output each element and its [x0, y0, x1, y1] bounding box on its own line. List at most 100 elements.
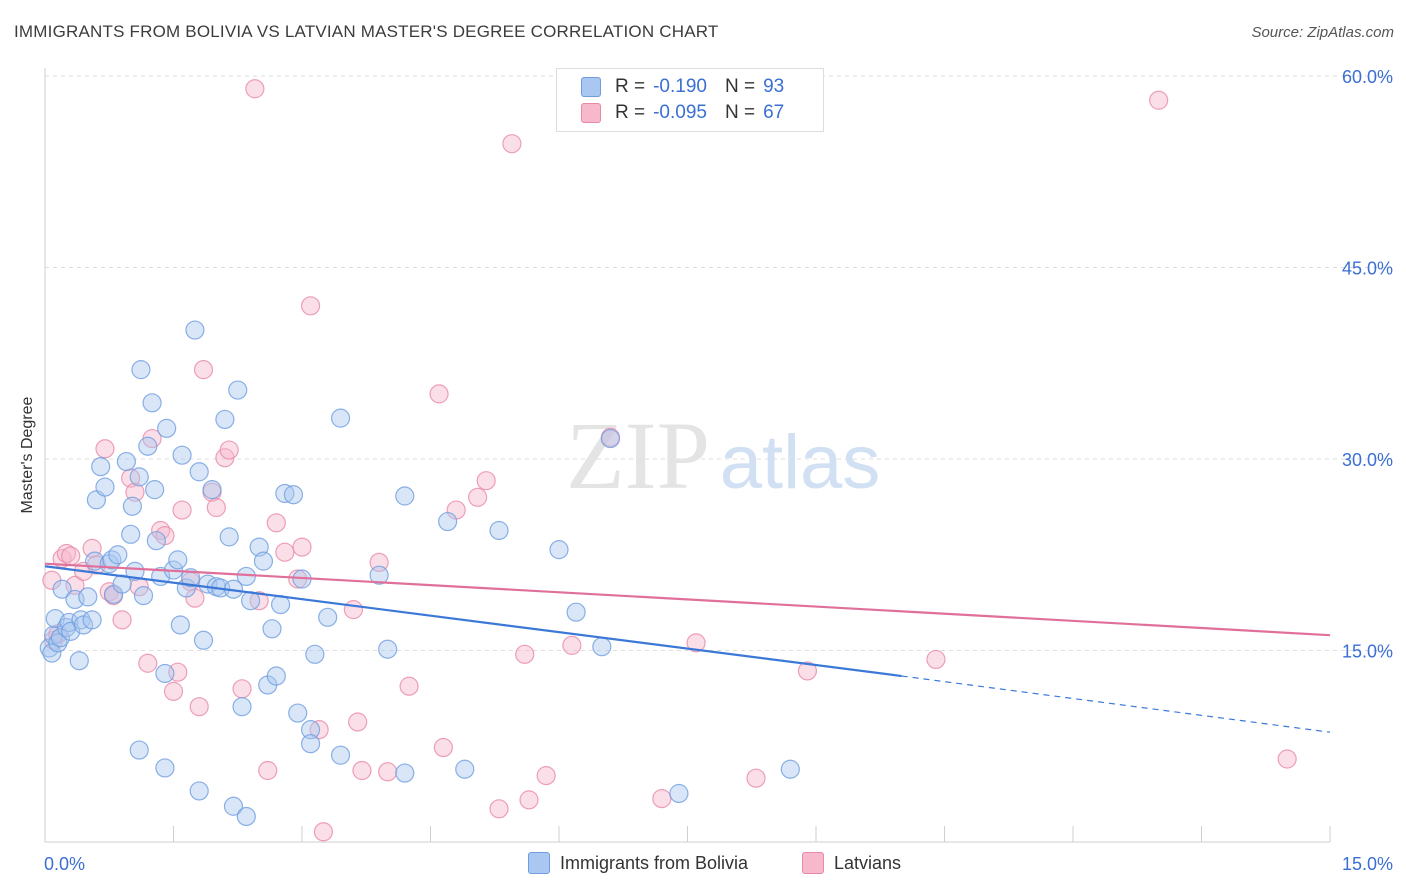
latvians-point [193, 360, 214, 380]
bottom-legend-swatch-blue [528, 852, 550, 874]
bolivia-point [189, 781, 209, 801]
bolivia-point [300, 720, 321, 740]
bolivia-point [378, 639, 398, 659]
bolivia-point [780, 759, 800, 779]
bolivia-point [455, 759, 475, 779]
bottom-legend-item-latvians[interactable]: Latvians [802, 852, 901, 874]
latvians-point [536, 766, 556, 786]
bolivia-point [172, 445, 192, 465]
bolivia-point [52, 579, 72, 599]
bottom-legend-label: Latvians [834, 852, 902, 873]
bolivia-point [669, 783, 689, 804]
watermark-zip: ZIP [566, 402, 710, 509]
bolivia-point [395, 763, 415, 783]
bolivia-point [215, 409, 235, 430]
latvians-point [429, 384, 449, 404]
bolivia-point [189, 462, 209, 482]
bolivia-point [48, 633, 68, 653]
bolivia-trend-line [44, 565, 902, 678]
axes [44, 68, 1331, 843]
bolivia-point [236, 566, 256, 587]
bolivia-point [129, 740, 149, 760]
legend-r-label: R = [615, 102, 646, 123]
bolivia-point [116, 451, 136, 472]
latvians-point [489, 799, 509, 819]
x-tick-label: 0.0% [44, 854, 85, 874]
legend-swatch-pink [581, 103, 601, 123]
bolivia-point [133, 586, 154, 606]
bolivia-point [330, 745, 351, 765]
latvians-point [292, 537, 312, 557]
legend-box: R = -0.190 N = 93 R = -0.095 N = 67 [556, 68, 824, 132]
latvians-point [502, 134, 522, 154]
bolivia-point [142, 393, 162, 413]
bolivia-point [102, 550, 122, 570]
bolivia-point [193, 630, 214, 650]
bolivia-point [202, 480, 222, 500]
bolivia-point [253, 551, 274, 571]
latvians-point [652, 788, 672, 809]
bolivia-point [288, 703, 308, 723]
bolivia-point [129, 467, 149, 487]
x-tick-label: 15.0% [1342, 854, 1393, 874]
bolivia-point [131, 360, 151, 380]
chart-title: IMMIGRANTS FROM BOLIVIA VS LATVIAN MASTE… [14, 22, 719, 41]
bolivia-point [236, 806, 256, 827]
latvians-point [61, 546, 81, 566]
latvians-point [138, 653, 158, 673]
y-tick-label: 45.0% [1342, 259, 1393, 279]
latvians-point [515, 644, 535, 664]
bolivia-point [157, 418, 177, 438]
latvians-point [433, 737, 453, 758]
bolivia-point [78, 587, 98, 607]
latvians-point [163, 681, 184, 701]
series-bolivia-points [39, 320, 800, 827]
latvians-point [1149, 90, 1169, 110]
bottom-legend: Immigrants from Bolivia Latvians [0, 852, 1406, 876]
bolivia-point [185, 320, 205, 340]
bolivia-point [305, 644, 325, 664]
bottom-legend-item-bolivia[interactable]: Immigrants from Bolivia [528, 852, 748, 874]
bolivia-point [108, 545, 128, 565]
bolivia-point [122, 496, 142, 516]
y-tick-label: 60.0% [1342, 67, 1393, 87]
legend-n-value: 93 [763, 76, 785, 97]
bolivia-point [121, 524, 141, 544]
bolivia-point [330, 408, 351, 428]
latvians-point [686, 633, 706, 653]
legend-row-bolivia: R = -0.190 N = 93 [581, 75, 784, 99]
legend-row-latvians: R = -0.095 N = 67 [581, 101, 784, 125]
legend-r-label: R = [615, 76, 646, 97]
legend-n-value: 67 [763, 102, 785, 123]
bolivia-point [181, 568, 201, 588]
latvians-point [258, 760, 278, 781]
latvians-point [219, 440, 239, 460]
bolivia-point [71, 610, 91, 630]
bolivia-point [155, 663, 175, 684]
bolivia-point [318, 607, 338, 627]
watermark-atlas: atlas [720, 420, 881, 505]
bolivia-point [138, 436, 158, 456]
latvians-point [476, 471, 496, 491]
y-tick-label: 15.0% [1342, 642, 1393, 662]
bolivia-point [592, 637, 612, 657]
latvians-point [926, 649, 946, 670]
latvians-point [746, 768, 766, 788]
bolivia-point [266, 666, 286, 686]
bolivia-point [395, 486, 415, 506]
legend-n-label: N = [724, 102, 756, 123]
latvians-point [206, 497, 226, 518]
latvians-trend-line [44, 562, 1331, 637]
latvians-point [562, 635, 582, 655]
bolivia-point [566, 602, 586, 622]
legend-n-label: N = [724, 76, 756, 97]
latvians-point [275, 542, 295, 562]
bolivia-point [95, 477, 115, 497]
latvians-point [313, 822, 334, 842]
latvians-point [189, 697, 209, 717]
bolivia-point [91, 457, 111, 477]
bolivia-point [489, 520, 509, 541]
latvians-point [348, 712, 368, 732]
tick-labels: 15.0% 30.0% 45.0% 60.0% 0.0% 15.0% [44, 67, 1393, 874]
